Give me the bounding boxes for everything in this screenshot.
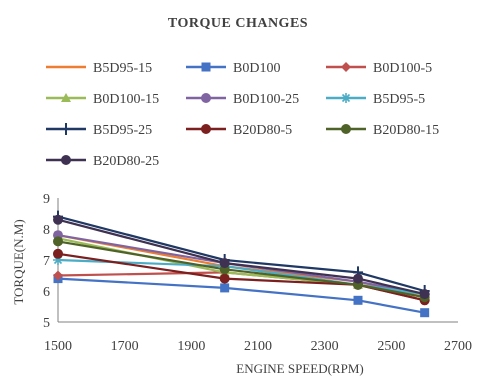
legend-label: B0D100-15 (93, 92, 159, 107)
legend-item: B0D100-15 (46, 92, 159, 107)
legend-label: B0D100-5 (373, 61, 432, 76)
legend-label: B0D100-25 (233, 92, 299, 107)
legend-item: B0D100-25 (186, 92, 299, 107)
series-line (57, 258, 425, 296)
series-line (57, 277, 425, 314)
legend-label: B20D80-15 (373, 123, 439, 138)
data-point (353, 295, 363, 305)
data-point (53, 236, 63, 247)
legend-label: B5D95-15 (93, 61, 152, 76)
legend-marker (341, 93, 351, 103)
legend-item: B20D80-25 (46, 154, 159, 169)
data-point (53, 255, 63, 265)
legend-item: B20D80-5 (186, 123, 292, 138)
data-point (53, 214, 63, 225)
series-line (57, 234, 425, 296)
series-B20D80-25 (53, 214, 430, 300)
legend-label: B5D95-5 (373, 92, 425, 107)
legend-label: B20D80-5 (233, 123, 292, 138)
series-line (57, 218, 425, 296)
legend: B5D95-15 B0D100 B0D100-5 B0D100-15 B0D100-25… (46, 61, 439, 169)
legend-marker (61, 155, 71, 165)
data-point (219, 273, 230, 284)
x-tick-label: 1500 (44, 339, 72, 354)
legend-item: B0D100 (186, 61, 280, 76)
legend-label: B0D100 (233, 61, 280, 76)
data-point (419, 289, 430, 300)
legend-marker (61, 123, 71, 135)
chart-title: TORQUE CHANGES (168, 16, 308, 31)
series-layer (53, 210, 430, 318)
x-tick-label: 2300 (311, 339, 339, 354)
legend-item: B5D95-25 (46, 123, 152, 138)
x-tick-label: 1900 (177, 339, 205, 354)
legend-item: B5D95-5 (326, 92, 425, 107)
legend-label: B5D95-25 (93, 123, 152, 138)
series-line (57, 215, 425, 293)
series-line (57, 252, 425, 302)
legend-marker (201, 93, 211, 103)
legend-item: B5D95-15 (46, 61, 152, 76)
y-tick-label: 9 (43, 192, 50, 207)
data-point (220, 283, 230, 293)
legend-marker (201, 62, 211, 72)
legend-label: B20D80-25 (93, 154, 159, 169)
legend-marker (201, 124, 211, 134)
y-tick-label: 6 (43, 285, 50, 300)
legend-item: B20D80-15 (326, 123, 439, 138)
data-point (420, 308, 430, 318)
series-B0D100 (53, 274, 430, 318)
y-axis-label: TORQUE(N.M) (11, 219, 26, 304)
series-line (57, 240, 425, 299)
x-tick-label: 1700 (111, 339, 139, 354)
x-tick-label: 2500 (377, 339, 405, 354)
legend-marker (341, 62, 351, 72)
data-point (219, 258, 230, 269)
legend-marker (61, 93, 71, 102)
x-axis-label: ENGINE SPEED(RPM) (236, 361, 363, 376)
data-point (353, 273, 363, 284)
y-tick-label: 8 (43, 223, 50, 238)
y-tick-label: 5 (43, 316, 50, 331)
data-point (53, 248, 63, 259)
x-tick-label: 2100 (244, 339, 272, 354)
legend-item: B0D100-5 (326, 61, 432, 76)
x-tick-label: 2700 (444, 339, 472, 354)
data-point (53, 270, 63, 281)
y-tick-label: 7 (43, 254, 50, 269)
legend-marker (341, 124, 351, 134)
